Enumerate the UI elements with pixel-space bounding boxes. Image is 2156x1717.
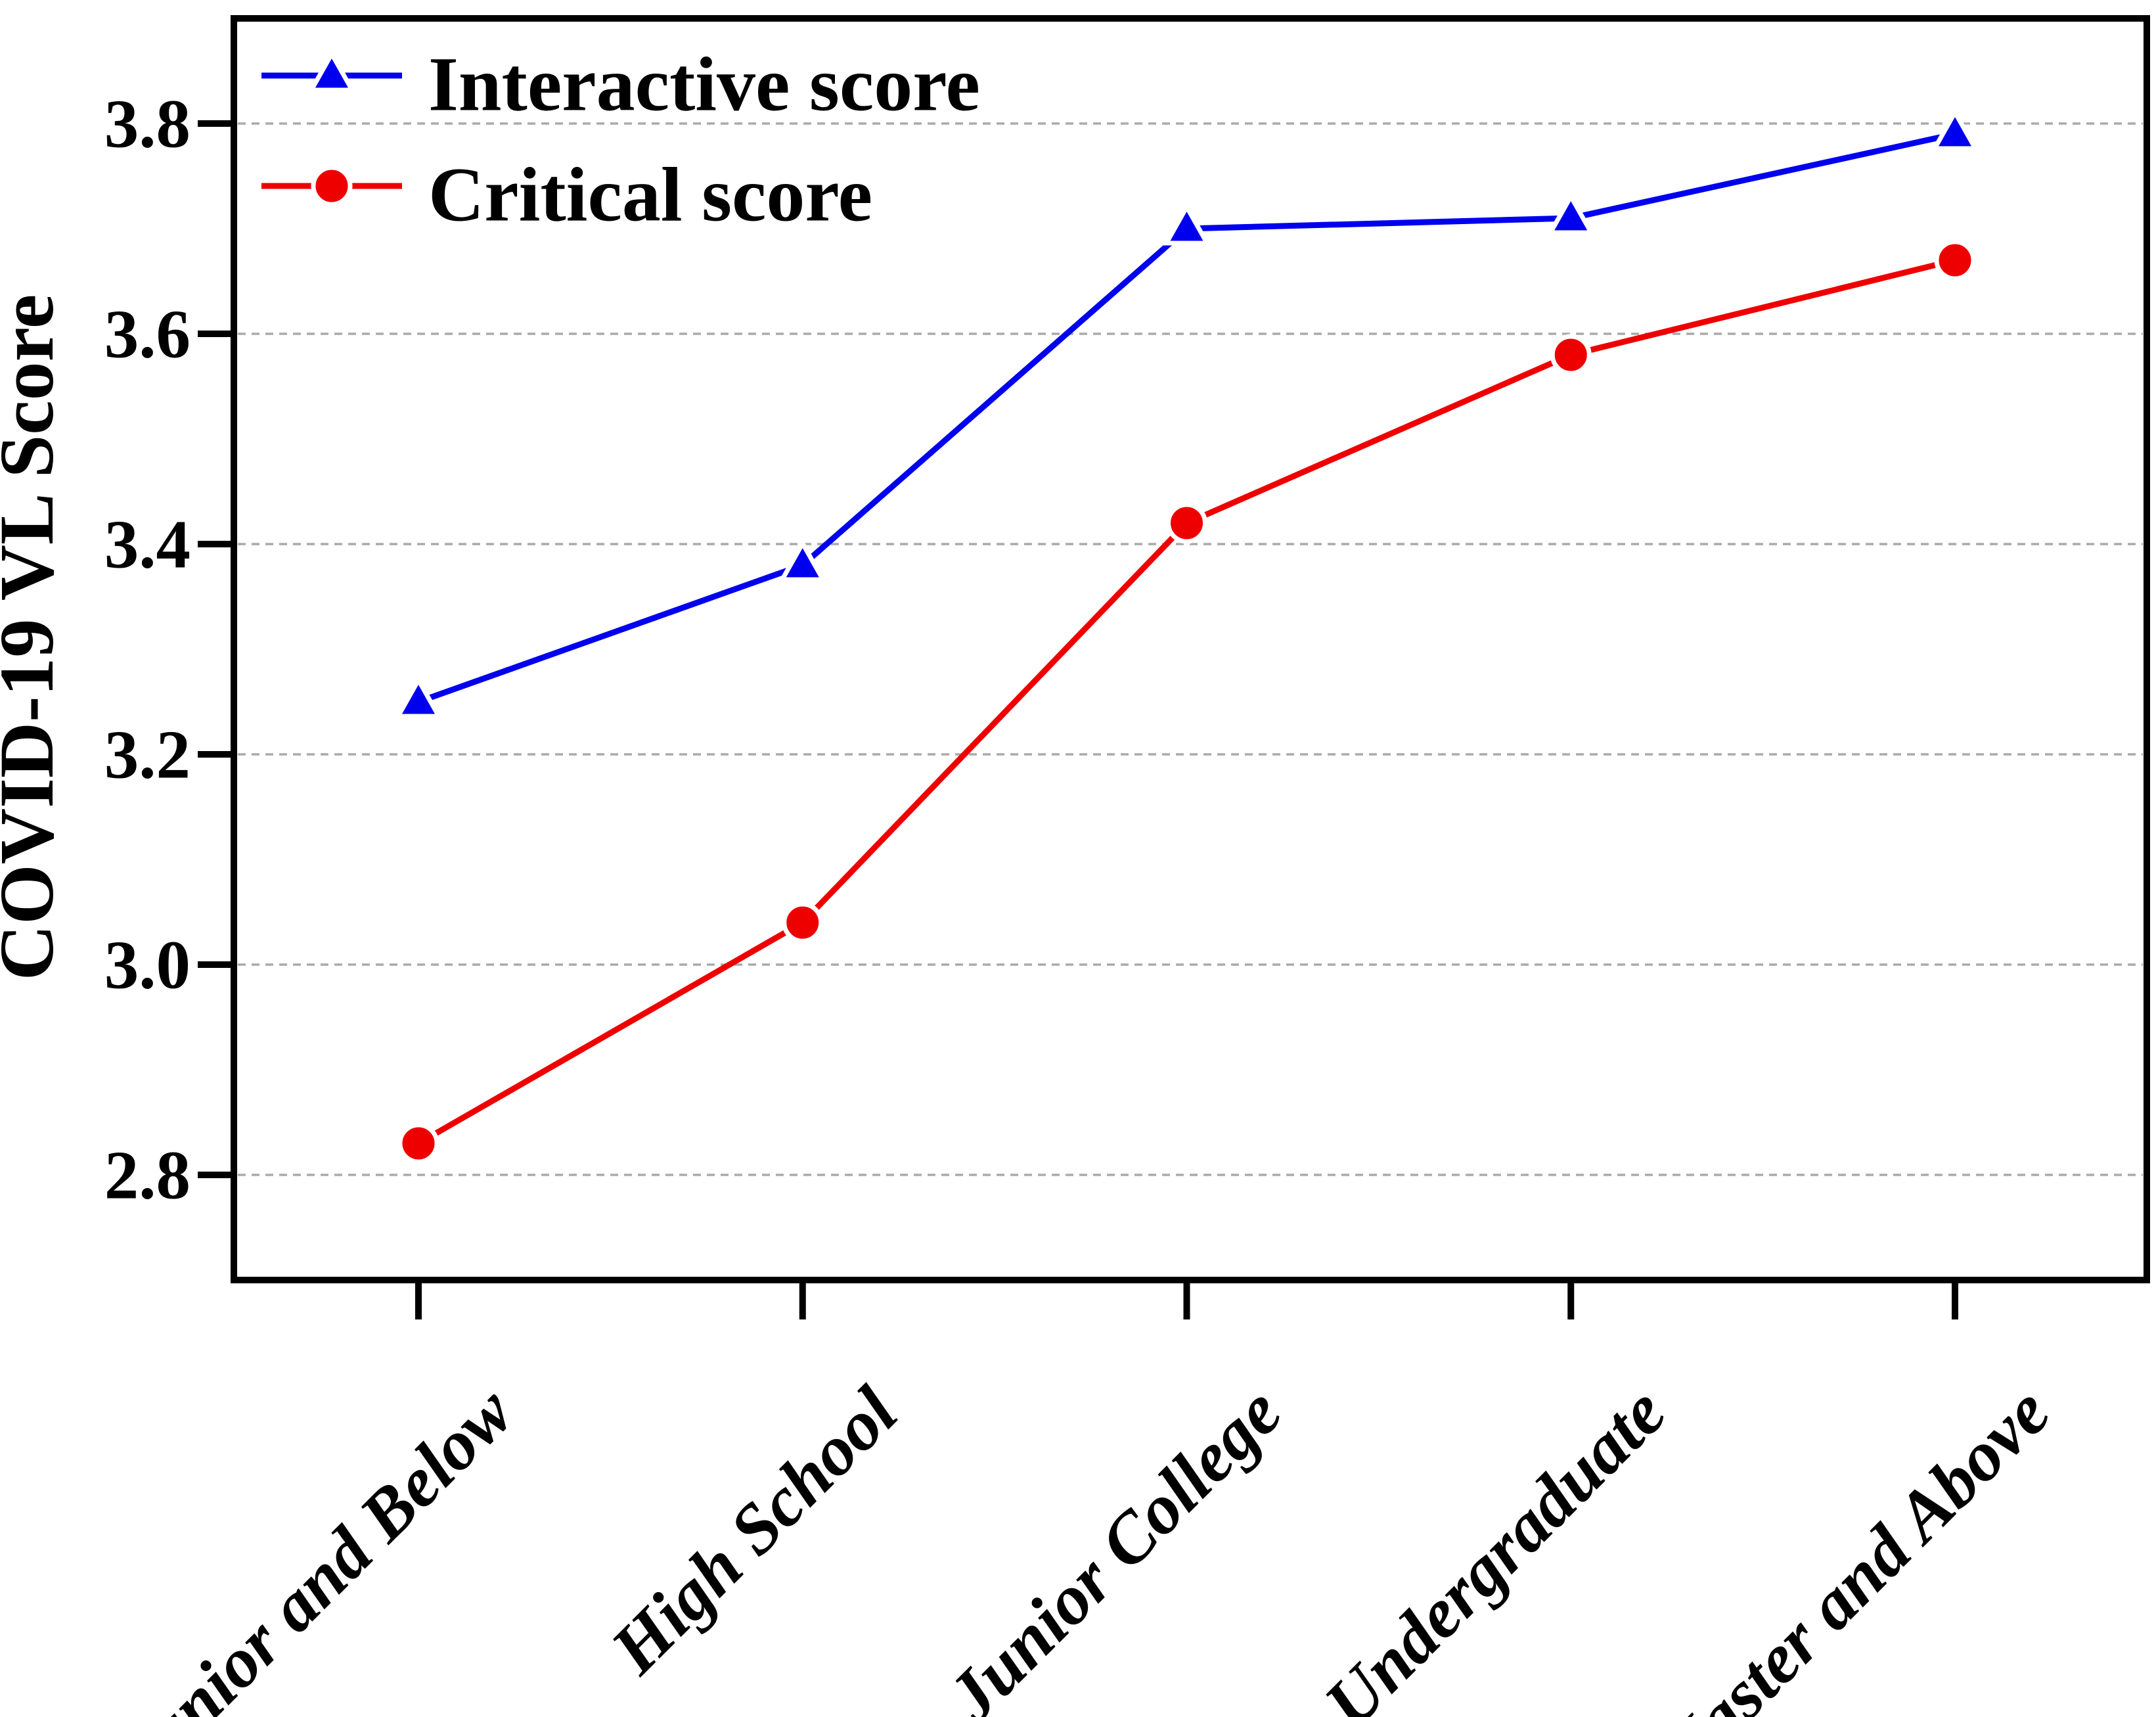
data-point-marker [782, 902, 824, 944]
y-tick-label: 3.2 [104, 716, 191, 793]
legend-label-critical-score: Critical score [428, 152, 872, 238]
series-interactive [394, 107, 1979, 719]
data-point-marker [397, 1122, 439, 1164]
y-tick-label: 3.0 [104, 927, 191, 1003]
x-axis-ticks [415, 1283, 1958, 1319]
y-tick-label: 2.8 [104, 1137, 191, 1214]
data-point-marker [1934, 239, 1976, 281]
y-axis-title: COVID-19 VL Score [0, 294, 70, 981]
y-tick-label: 3.8 [104, 85, 191, 162]
data-point-marker [1546, 191, 1596, 235]
gridlines [238, 122, 2143, 1176]
y-tick-label: 3.6 [104, 296, 191, 373]
data-point-marker [1162, 202, 1211, 246]
y-axis-ticks [198, 120, 231, 1178]
legend-markers [261, 49, 402, 207]
series-layer [394, 107, 1979, 1164]
data-point-marker [1931, 107, 1979, 151]
legend-marker [311, 165, 353, 207]
legend-label-interactive-score: Interactive score [428, 41, 980, 127]
legend: Interactive score Critical score [261, 41, 980, 238]
y-axis-tick-labels: 3.8 3.6 3.4 3.2 3.0 2.8 [104, 85, 191, 1214]
series-critical [397, 239, 1976, 1164]
data-point-marker [1550, 334, 1592, 376]
plot-frame [231, 15, 2150, 1283]
data-point-marker [1166, 502, 1207, 544]
y-tick-label: 3.4 [104, 506, 191, 583]
data-point-marker [778, 538, 827, 582]
data-point-marker [394, 675, 443, 719]
legend-marker [307, 49, 356, 93]
